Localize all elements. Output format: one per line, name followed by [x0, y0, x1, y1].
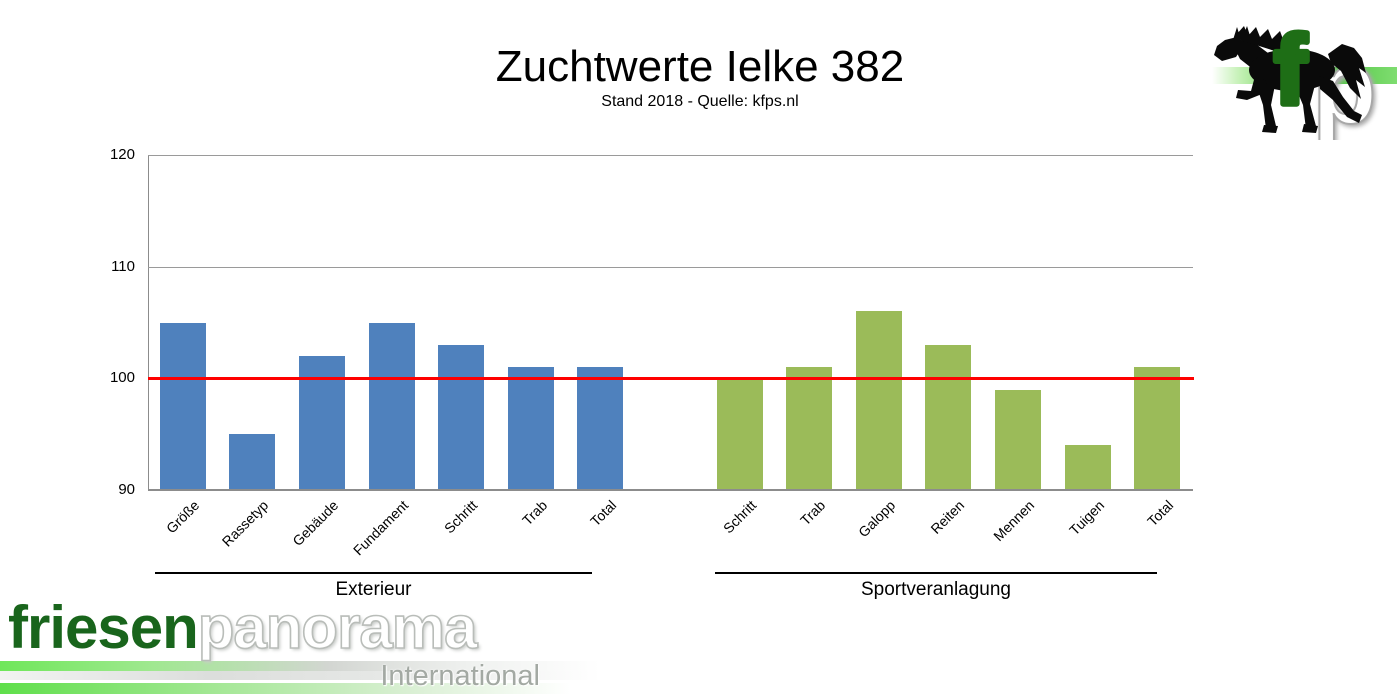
gradient-strip-top: [0, 661, 600, 671]
group-label-exterieur: Exterieur: [335, 579, 412, 600]
fp-logo: p f: [1212, 12, 1397, 140]
bar-exterieur-schritt: [438, 344, 485, 490]
brand-panorama: panorama: [197, 594, 478, 661]
y-tick-label: 90: [118, 481, 135, 498]
brand-friesen: friesen: [8, 594, 199, 661]
group-underline-exterieur: [155, 572, 592, 574]
x-axis-line: [148, 489, 1193, 491]
chart-subtitle: Stand 2018 - Quelle: kfps.nl: [601, 93, 799, 110]
svg-text:f: f: [1274, 15, 1307, 125]
bar-exterieur-total: [577, 367, 624, 490]
gradient-strip-bottom: [0, 683, 600, 694]
brand-wordmark: friesenpanorama: [8, 594, 478, 661]
y-axis-line: [148, 155, 149, 491]
friesenpanorama-watermark: friesenpanorama International: [0, 595, 640, 700]
bar-sportveranlagung-total: [1134, 367, 1181, 490]
gridline-120: [148, 155, 1193, 156]
y-tick-label: 100: [109, 369, 135, 387]
bar-sportveranlagung-tuigen: [1064, 445, 1111, 490]
bar-sportveranlagung-trab: [786, 367, 833, 490]
bar-exterieur-größe: [159, 322, 206, 490]
bar-exterieur-fundament: [368, 322, 415, 490]
bar-exterieur-rassetyp: [229, 434, 276, 490]
horse-icon: [1214, 26, 1366, 133]
bar-exterieur-trab: [507, 367, 554, 490]
bar-sportveranlagung-schritt: [716, 378, 763, 490]
y-tick-label: 110: [111, 257, 135, 275]
brand-international: International: [380, 660, 540, 692]
y-tick-label: 120: [109, 146, 135, 163]
reference-line-100: [148, 376, 1194, 380]
group-underline-sportveranlagung: [715, 572, 1157, 574]
bar-sportveranlagung-galopp: [855, 311, 902, 490]
bar-sportveranlagung-mennen: [995, 389, 1041, 490]
chart-title: Zuchtwerte Ielke 382: [495, 42, 905, 91]
group-label-sportveranlagung: Sportveranlagung: [861, 579, 1011, 600]
gridline-110: [148, 266, 1193, 268]
bar-sportveranlagung-reiten: [925, 344, 972, 490]
gradient-strip-middle: [0, 671, 600, 680]
f-letter: f: [1271, 12, 1310, 128]
